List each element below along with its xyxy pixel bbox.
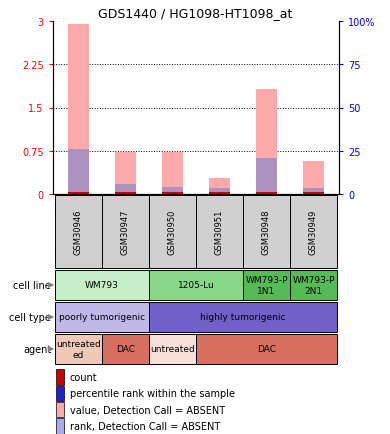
Bar — [55, 195, 102, 269]
Text: value, Detection Call = ABSENT: value, Detection Call = ABSENT — [70, 404, 225, 414]
Bar — [303, 161, 324, 194]
Text: untreated: untreated — [150, 345, 195, 354]
Bar — [162, 187, 183, 194]
Bar — [162, 193, 183, 194]
Text: DAC: DAC — [257, 345, 276, 354]
Bar — [68, 150, 89, 194]
Text: percentile rank within the sample: percentile rank within the sample — [70, 388, 235, 398]
Text: cell line: cell line — [14, 280, 51, 290]
Bar — [55, 302, 149, 332]
Text: untreated
ed: untreated ed — [56, 339, 101, 359]
Text: 1205-Lu: 1205-Lu — [177, 281, 215, 290]
Bar — [149, 195, 196, 269]
Bar — [149, 270, 243, 301]
Bar — [55, 270, 149, 301]
Bar — [115, 193, 136, 194]
Text: GDS1440 / HG1098-HT1098_at: GDS1440 / HG1098-HT1098_at — [98, 7, 292, 20]
Bar — [256, 193, 277, 194]
Text: DAC: DAC — [116, 345, 135, 354]
Bar — [209, 189, 230, 194]
Text: highly tumorigenic: highly tumorigenic — [200, 313, 286, 322]
Text: rank, Detection Call = ABSENT: rank, Detection Call = ABSENT — [70, 421, 220, 431]
Bar — [55, 334, 102, 365]
Bar — [102, 334, 149, 365]
Text: GSM30950: GSM30950 — [168, 209, 177, 255]
Bar — [243, 270, 290, 301]
Bar — [196, 195, 243, 269]
Bar — [55, 386, 64, 401]
Bar — [102, 195, 149, 269]
Bar — [303, 189, 324, 194]
Bar — [303, 193, 324, 194]
Text: GSM30947: GSM30947 — [121, 209, 130, 255]
Text: agent: agent — [23, 344, 51, 354]
Bar — [55, 402, 64, 418]
Bar — [256, 90, 277, 194]
Bar — [55, 369, 64, 385]
Text: count: count — [70, 372, 98, 382]
Text: WM793: WM793 — [85, 281, 119, 290]
Bar — [256, 159, 277, 194]
Text: GSM30946: GSM30946 — [74, 209, 83, 255]
Bar — [115, 153, 136, 194]
Text: WM793-P
2N1: WM793-P 2N1 — [292, 276, 335, 295]
Text: cell type: cell type — [9, 312, 51, 322]
Bar — [209, 178, 230, 194]
Bar — [149, 302, 337, 332]
Bar — [68, 25, 89, 194]
Bar — [162, 153, 183, 194]
Text: GSM30951: GSM30951 — [215, 209, 224, 255]
Text: poorly tumorigenic: poorly tumorigenic — [59, 313, 145, 322]
Text: GSM30948: GSM30948 — [262, 209, 271, 255]
Bar — [290, 270, 337, 301]
Bar — [209, 193, 230, 194]
Text: WM793-P
1N1: WM793-P 1N1 — [245, 276, 288, 295]
Bar — [243, 195, 290, 269]
Bar — [115, 184, 136, 194]
Bar — [55, 418, 64, 434]
Bar — [68, 193, 89, 194]
Text: GSM30949: GSM30949 — [309, 209, 318, 255]
Bar — [290, 195, 337, 269]
Bar — [149, 334, 196, 365]
Bar — [196, 334, 337, 365]
